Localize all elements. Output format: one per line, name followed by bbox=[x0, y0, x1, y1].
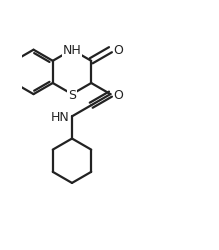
Text: HN: HN bbox=[51, 110, 70, 123]
Text: S: S bbox=[68, 88, 76, 101]
Text: NH: NH bbox=[63, 44, 81, 57]
Text: O: O bbox=[113, 88, 123, 101]
Text: O: O bbox=[113, 44, 123, 57]
